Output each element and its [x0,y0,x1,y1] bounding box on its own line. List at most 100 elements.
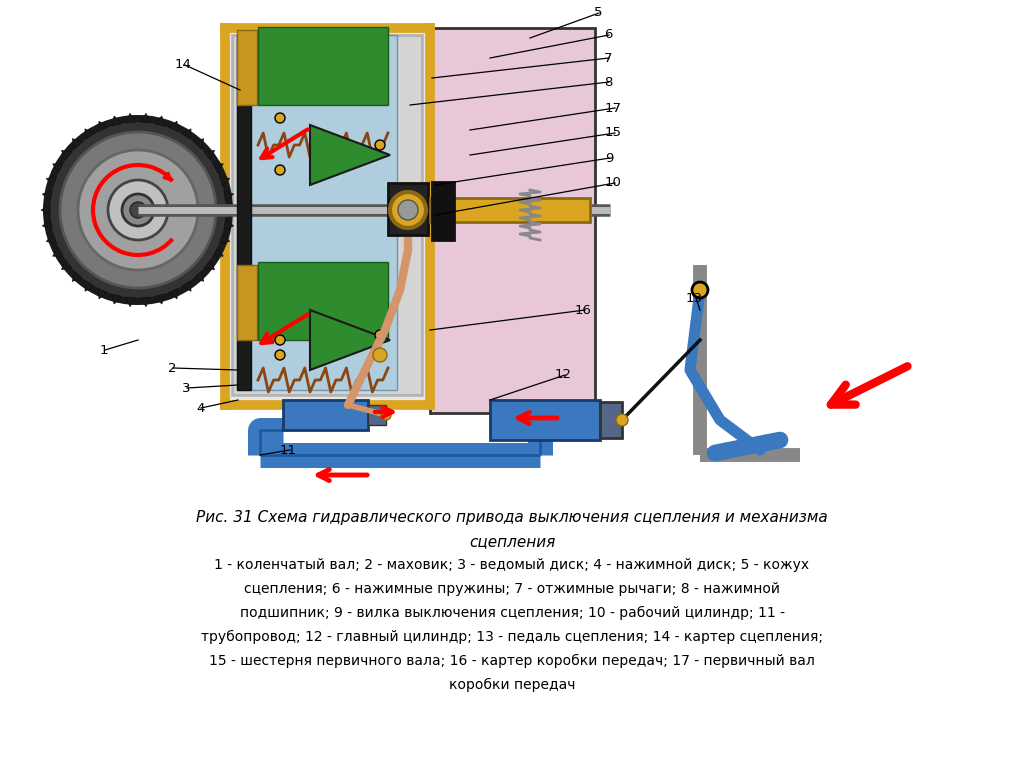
Text: Рис. 31 Схема гидравлического привода выключения сцепления и механизма: Рис. 31 Схема гидравлического привода вы… [197,510,827,525]
Polygon shape [98,121,108,131]
Text: 15 - шестерня первичного вала; 16 - картер коробки передач; 17 - первичный вал: 15 - шестерня первичного вала; 16 - карт… [209,654,815,668]
Circle shape [692,282,708,298]
Bar [430,28,595,413]
Text: сцепления; 6 - нажимные пружины; 7 - отжимные рычаги; 8 - нажимной: сцепления; 6 - нажимные пружины; 7 - отж… [244,582,780,596]
Polygon shape [310,125,390,185]
Polygon shape [85,129,94,139]
Polygon shape [204,260,215,270]
Circle shape [390,192,426,228]
Text: подшипник; 9 - вилка выключения сцепления; 10 - рабочий цилиндр; 11 -: подшипник; 9 - вилка выключения сцеплени… [240,606,784,620]
Circle shape [108,180,168,240]
Bar [237,30,257,105]
Polygon shape [194,139,204,149]
Bar [237,35,251,390]
Text: 13: 13 [686,292,703,304]
Polygon shape [46,177,56,187]
Text: 8: 8 [604,75,612,88]
Text: 17: 17 [605,101,622,114]
Text: сцепления: сцепления [469,534,555,549]
Text: трубопровод; 12 - главный цилиндр; 13 - педаль сцепления; 14 - картер сцепления;: трубопровод; 12 - главный цилиндр; 13 - … [201,630,823,644]
Circle shape [122,194,154,226]
Polygon shape [98,289,108,299]
Polygon shape [219,177,229,187]
Bar [232,35,422,395]
Bar [258,262,388,340]
Polygon shape [182,129,191,139]
Text: 6: 6 [604,28,612,41]
Polygon shape [213,164,223,173]
Polygon shape [224,220,233,230]
Polygon shape [155,116,165,126]
Circle shape [60,132,216,288]
Polygon shape [126,297,136,306]
Polygon shape [112,116,122,126]
Polygon shape [52,247,63,257]
Circle shape [275,350,285,360]
Polygon shape [140,297,151,306]
Polygon shape [140,114,151,123]
Polygon shape [224,190,233,200]
Bar [432,182,454,240]
Text: 1: 1 [100,343,109,356]
Polygon shape [310,310,390,370]
Polygon shape [73,139,82,149]
Polygon shape [155,294,165,304]
Polygon shape [61,260,72,270]
Polygon shape [219,233,229,243]
Bar [368,405,386,425]
Text: коробки передач: коробки передач [449,678,575,692]
Circle shape [398,200,418,220]
Polygon shape [226,205,234,215]
Bar [490,400,600,440]
Bar [283,400,368,430]
Circle shape [275,165,285,175]
Bar [225,28,430,405]
Bar [237,265,257,340]
Text: 16: 16 [575,303,592,316]
Circle shape [375,140,385,150]
Circle shape [130,202,146,218]
Text: 11: 11 [280,443,297,456]
Polygon shape [73,271,82,281]
Polygon shape [169,289,178,299]
Bar [430,198,590,222]
Polygon shape [52,164,63,173]
Polygon shape [182,281,191,291]
Text: 3: 3 [182,382,190,395]
Text: 2: 2 [168,362,176,375]
Polygon shape [213,247,223,257]
Circle shape [616,414,628,426]
Circle shape [50,122,226,298]
Bar [388,183,428,235]
Text: 9: 9 [605,151,613,164]
Polygon shape [46,233,56,243]
Bar [258,27,388,105]
Polygon shape [194,271,204,281]
Circle shape [43,115,233,305]
Polygon shape [126,114,136,123]
Polygon shape [169,121,178,131]
Polygon shape [85,281,94,291]
Polygon shape [41,205,50,215]
Bar [237,35,397,390]
Text: 12: 12 [555,369,572,382]
Polygon shape [204,151,215,160]
Polygon shape [112,294,122,304]
Circle shape [375,330,385,340]
Polygon shape [61,151,72,160]
Text: 5: 5 [594,6,602,19]
Text: 10: 10 [605,177,622,190]
Circle shape [78,150,198,270]
Circle shape [373,348,387,362]
Text: 14: 14 [175,58,191,71]
Bar [600,402,622,438]
Circle shape [275,113,285,123]
Polygon shape [42,190,52,200]
Text: 4: 4 [196,402,205,415]
Text: 15: 15 [605,127,622,140]
Circle shape [381,410,391,420]
Polygon shape [42,220,52,230]
Text: 1 - коленчатый вал; 2 - маховик; 3 - ведомый диск; 4 - нажимной диск; 5 - кожух: 1 - коленчатый вал; 2 - маховик; 3 - вед… [214,558,810,572]
Text: 7: 7 [604,51,612,65]
Circle shape [275,335,285,345]
